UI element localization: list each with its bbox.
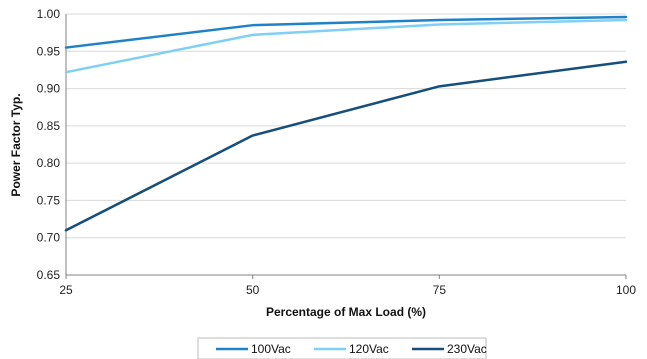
y-tick-label: 0.90 xyxy=(37,82,61,96)
gridlines xyxy=(66,13,626,276)
y-tick-label: 0.70 xyxy=(37,231,61,245)
y-tick-label: 0.65 xyxy=(37,268,61,282)
x-tick-label: 25 xyxy=(59,283,73,297)
series-lines xyxy=(64,15,628,232)
series-line-230vac xyxy=(64,60,628,232)
y-tick-label: 0.75 xyxy=(37,193,61,207)
legend-label-120vac: 120Vac xyxy=(349,342,389,356)
y-tick-label: 0.95 xyxy=(37,44,61,58)
legend-items: 100Vac 120Vac 230Vac xyxy=(216,342,487,356)
x-tick-label: 50 xyxy=(246,283,260,297)
y-axis-title: Power Factor Typ. xyxy=(9,93,23,196)
series-line-100vac xyxy=(64,15,628,49)
x-tick-label: 100 xyxy=(616,283,636,297)
y-tick-label: 0.80 xyxy=(37,156,61,170)
axes xyxy=(65,14,627,279)
x-tick-labels: 25 50 75 100 xyxy=(59,283,636,297)
legend: 100Vac 120Vac 230Vac xyxy=(197,337,487,359)
legend-label-100vac: 100Vac xyxy=(251,342,291,356)
y-tick-label: 0.85 xyxy=(37,119,61,133)
x-tick-label: 75 xyxy=(433,283,447,297)
y-tick-labels: 0.65 0.70 0.75 0.80 0.85 0.90 0.95 1.00 xyxy=(37,7,61,282)
y-tick-label: 1.00 xyxy=(37,7,61,21)
series-line-120vac xyxy=(64,18,628,74)
x-axis-title: Percentage of Max Load (%) xyxy=(266,305,426,319)
legend-label-230vac: 230Vac xyxy=(447,342,487,356)
